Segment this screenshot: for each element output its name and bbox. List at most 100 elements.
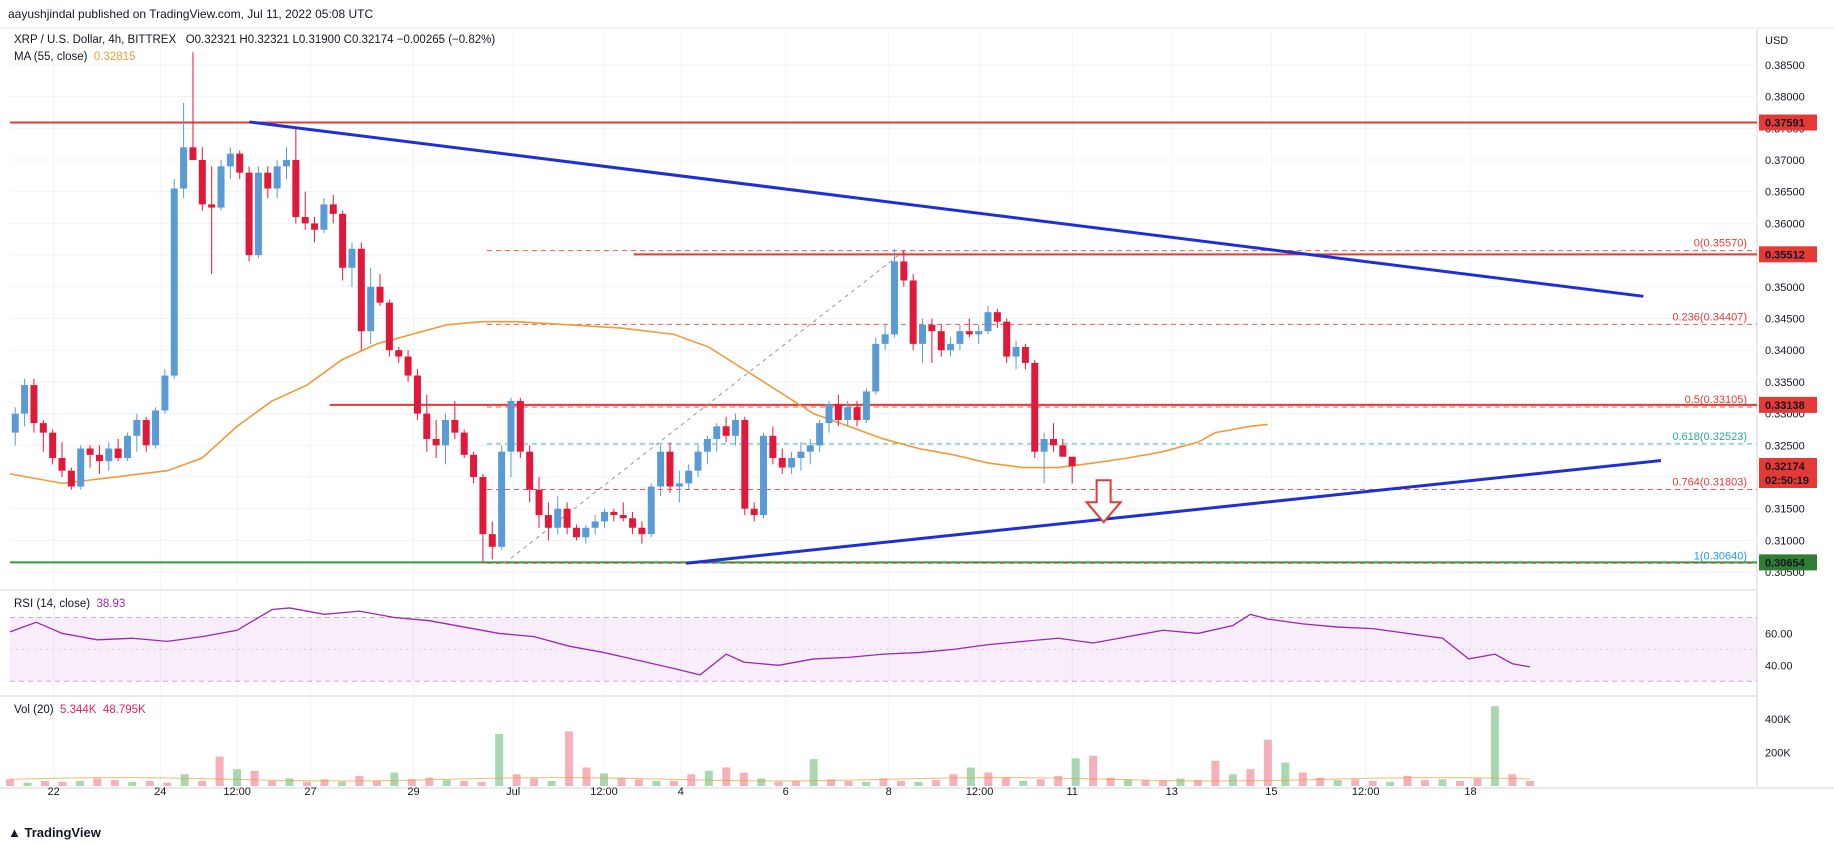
volume-bar <box>1246 769 1255 786</box>
price-tick-label: 0.32500 <box>1765 440 1805 452</box>
candle-body <box>582 527 590 538</box>
time-tick-label: 4 <box>678 786 684 798</box>
candle-body <box>834 404 842 420</box>
volume-bar <box>128 781 137 786</box>
ma-value: 0.32815 <box>93 51 136 63</box>
time-tick-label: 12:00 <box>223 786 251 798</box>
volume-bar <box>547 780 556 786</box>
price-tick-label: 0.37000 <box>1765 155 1805 167</box>
price-tick-label: 0.34500 <box>1765 314 1805 326</box>
vol-value-2: 48.795K <box>102 704 146 716</box>
candle-body <box>890 261 898 335</box>
candle-body <box>245 172 253 256</box>
price-tick-label: 0.36000 <box>1765 218 1805 230</box>
candle-body <box>1021 347 1029 363</box>
volume-bar <box>163 782 172 786</box>
volume-bar <box>1368 780 1377 786</box>
rsi-layer <box>9 607 1757 682</box>
candle-body <box>750 508 758 516</box>
footer: ▲​ TradingView <box>0 819 1834 845</box>
volume-bar <box>931 780 940 786</box>
time-tick-label: 12:00 <box>1352 786 1380 798</box>
volume-bar <box>145 780 154 786</box>
volume-bar <box>75 780 84 786</box>
candle-body <box>95 454 103 462</box>
candle-body <box>470 454 478 478</box>
candle-body <box>535 489 543 516</box>
time-tick-label: Jul <box>506 786 520 798</box>
candle-body <box>142 419 150 446</box>
down-arrow-icon <box>1084 479 1123 524</box>
time-tick-label: 12:00 <box>590 786 618 798</box>
candle-body <box>788 458 796 468</box>
candle-body <box>282 159 290 167</box>
volume-bar <box>285 778 294 786</box>
volume-bar <box>407 779 416 786</box>
candle-body <box>741 419 749 509</box>
rsi-value: 38.93 <box>96 598 126 610</box>
fib-level-label: 0.618(0.32523) <box>1672 431 1747 443</box>
volume-bar <box>390 772 399 786</box>
rsi-tick-label: 40.00 <box>1765 660 1793 672</box>
candle-body <box>1040 438 1048 452</box>
volume-bar <box>809 759 818 786</box>
candle-layer <box>11 52 1076 563</box>
candle-body <box>947 343 955 351</box>
volume-bar <box>879 778 888 786</box>
volume-bar <box>180 774 189 786</box>
volume-bar <box>1403 775 1412 786</box>
volume-bar <box>617 777 626 786</box>
volume-bar <box>949 774 958 786</box>
volume-bar <box>302 781 311 786</box>
candle-body <box>984 312 992 332</box>
candle-body <box>1059 445 1067 457</box>
price-tag <box>1759 114 1817 131</box>
trend-layer <box>249 120 1662 565</box>
candle-body <box>638 527 646 535</box>
candle-body <box>601 511 609 522</box>
candle-body <box>441 419 449 446</box>
candle-body <box>544 515 552 528</box>
volume-bar <box>1106 777 1115 786</box>
volume-bar <box>1525 780 1534 786</box>
candle-body <box>516 400 524 452</box>
candle-body <box>554 508 562 528</box>
ma-label: MA (55, close) <box>14 51 88 63</box>
candle-body <box>39 423 47 433</box>
volume-bar <box>58 781 67 786</box>
time-tick-label: 12:00 <box>966 786 994 798</box>
candle-body <box>1049 438 1057 446</box>
candle-body <box>133 419 141 436</box>
candle-body <box>198 159 206 205</box>
candle-body <box>975 331 983 335</box>
volume-bar <box>1421 780 1430 786</box>
volume-bar <box>739 772 748 786</box>
candle-body <box>58 458 66 471</box>
volume-bar <box>634 779 643 786</box>
volume-bar <box>372 780 381 786</box>
candle-body <box>161 375 169 411</box>
volume-bar <box>6 779 14 786</box>
volume-bar <box>1193 780 1202 786</box>
candle-body <box>1012 347 1020 357</box>
price-tick-label: 0.33500 <box>1765 377 1805 389</box>
price-tick-label: 0.34000 <box>1765 345 1805 357</box>
price-tag-label: 0.33138 <box>1765 400 1805 412</box>
ma55-line <box>9 320 1268 485</box>
volume-bar <box>1176 778 1185 786</box>
volume-bar <box>1316 777 1325 786</box>
candle-body <box>993 312 1001 322</box>
time-tick-label: 6 <box>783 786 789 798</box>
volume-bar <box>862 781 871 786</box>
volume-bar <box>337 781 346 786</box>
candle-body <box>647 486 655 535</box>
time-tick-label: 24 <box>154 786 166 798</box>
volume-bar <box>896 780 905 786</box>
candle-body <box>769 435 777 459</box>
volume-bar <box>1386 781 1395 786</box>
candle-body <box>591 521 599 528</box>
volume-bar <box>250 770 259 786</box>
candle-body <box>507 400 515 452</box>
candle-body <box>86 448 94 455</box>
